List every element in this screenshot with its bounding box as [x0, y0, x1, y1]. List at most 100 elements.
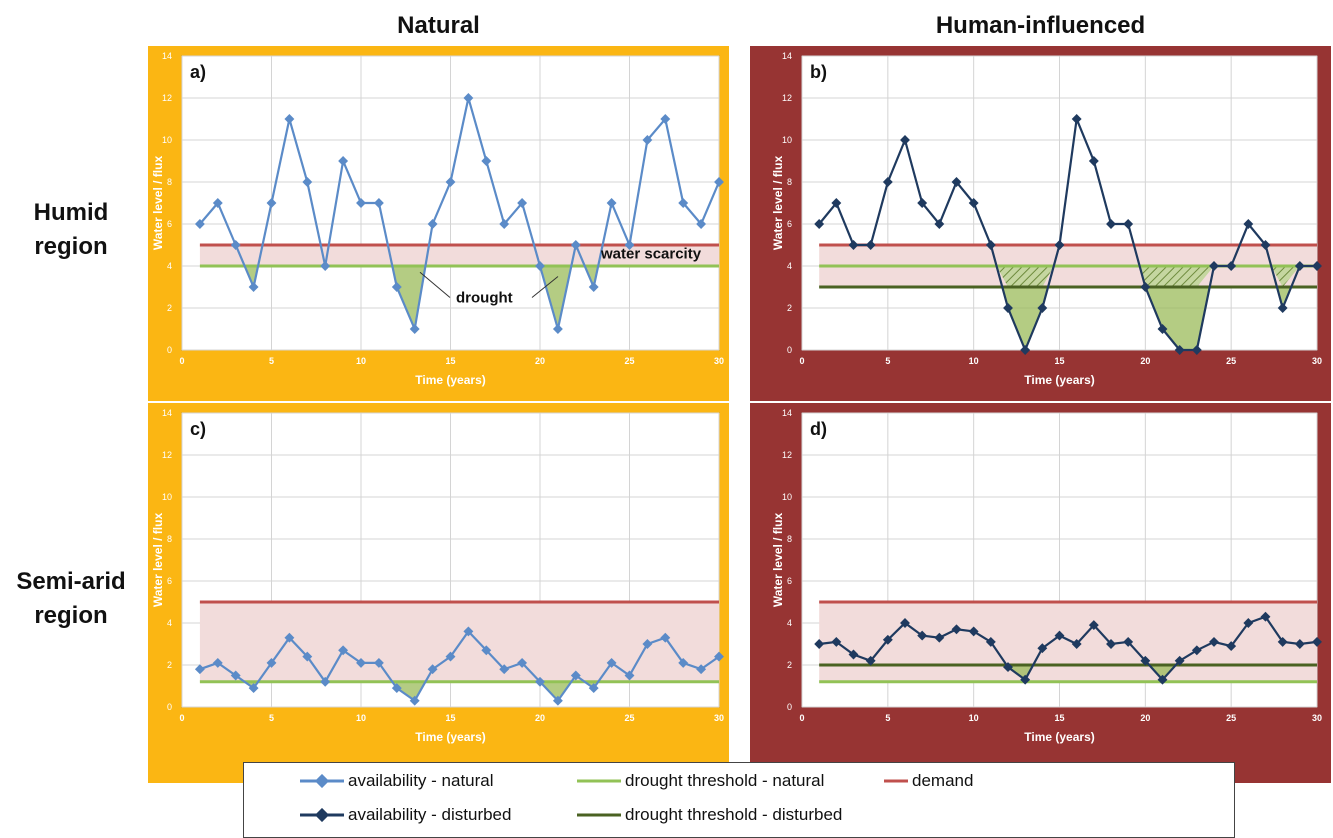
availability-point-a [696, 219, 707, 229]
availability-point-a [373, 198, 384, 208]
y-tick-label-c: 6 [167, 576, 172, 586]
x-axis-label-d: Time (years) [1024, 730, 1094, 744]
x-tick-label-a: 30 [714, 356, 724, 366]
availability-point-d [1260, 611, 1271, 622]
water-scarcity-band-a [199, 245, 719, 266]
availability-line-a [199, 97, 721, 333]
availability-point-d [1020, 674, 1031, 685]
availability-point-a [481, 156, 492, 166]
y-axis-label-c: Water level / flux [151, 513, 165, 608]
availability-point-c [552, 695, 563, 706]
annotation-drought-a: drought [456, 290, 513, 307]
drought-area-b [1145, 287, 1210, 350]
availability-point-c [696, 664, 707, 675]
availability-point-b [1106, 219, 1116, 229]
availability-point-b [1174, 345, 1185, 355]
y-tick-label-a: 4 [167, 261, 172, 271]
availability-point-a [194, 219, 205, 229]
x-tick-label-b: 15 [1054, 356, 1064, 366]
x-tick-label-a: 20 [535, 356, 545, 366]
legend-label-drought-threshold-disturbed: drought threshold - disturbed [625, 805, 843, 824]
x-tick-label-b: 10 [969, 356, 979, 366]
annotation-water-scarcity-a: water scarcity [600, 246, 702, 263]
availability-point-b [951, 177, 962, 187]
x-tick-label-b: 0 [799, 356, 804, 366]
availability-point-a [714, 177, 724, 187]
row-title-humid-line1: Humid [33, 199, 109, 226]
availability-point-c [499, 664, 510, 675]
availability-point-a [535, 261, 545, 271]
y-tick-label-d: 6 [787, 576, 792, 586]
availability-point-d [900, 618, 910, 628]
availability-point-b [1209, 261, 1219, 271]
x-tick-label-c: 30 [714, 713, 724, 723]
legend-label-drought-threshold-natural: drought threshold - natural [625, 771, 825, 790]
x-tick-label-a: 5 [269, 356, 274, 366]
legend-item-availability-natural: availability - natural [300, 771, 494, 791]
availability-point-c [660, 632, 671, 643]
availability-point-a [678, 198, 689, 208]
drought-area-b [1276, 287, 1292, 308]
y-tick-label-d: 4 [787, 618, 792, 628]
availability-point-b [1003, 303, 1013, 313]
drought-area-c [540, 681, 572, 701]
legend-item-demand: demand [884, 771, 973, 791]
y-tick-label-d: 14 [782, 408, 792, 418]
y-tick-label-c: 10 [162, 492, 172, 502]
availability-line-b [818, 114, 1317, 353]
availability-point-a [338, 156, 349, 166]
x-tick-label-d: 20 [1140, 713, 1150, 723]
x-tick-label-b: 20 [1140, 356, 1150, 366]
availability-point-c [606, 657, 617, 668]
availability-point-c [409, 695, 420, 706]
legend-marker-availability-disturbed-icon [300, 808, 344, 822]
availability-point-c [302, 651, 313, 662]
availability-point-b [1123, 219, 1134, 229]
availability-point-b [1191, 345, 1202, 355]
availability-point-b [1157, 324, 1168, 334]
availability-point-a [302, 177, 313, 187]
y-axis-label-d: Water level / flux [771, 513, 785, 608]
y-tick-label-b: 2 [787, 303, 792, 313]
x-tick-label-b: 30 [1312, 356, 1322, 366]
availability-point-a [427, 219, 438, 229]
y-tick-label-b: 6 [787, 219, 792, 229]
availability-point-a [660, 114, 671, 124]
y-tick-label-b: 12 [782, 93, 792, 103]
availability-point-a [266, 198, 277, 208]
y-tick-label-c: 14 [162, 408, 172, 418]
availability-point-c [391, 683, 402, 694]
availability-point-b [1054, 240, 1065, 250]
panel-c-natural-semi-arid: 0 2 4 6 8 10 12 14 0 5 10 15 20 25 30 Time (years) Water… [148, 403, 729, 783]
x-tick-label-a: 15 [445, 356, 455, 366]
x-axis-label-a: Time (years) [415, 373, 485, 387]
availability-point-d [814, 639, 825, 649]
availability-point-a [320, 261, 331, 271]
y-tick-label-c: 8 [167, 534, 172, 544]
x-tick-label-c: 25 [624, 713, 634, 723]
drought-area-b [1002, 287, 1049, 350]
water-scarcity-band-d [819, 602, 1317, 682]
legend-marker-drought-threshold-natural-icon [577, 779, 621, 783]
row-title-humid: Humid region [0, 196, 142, 264]
legend: availability - natural drought threshold… [243, 762, 1235, 838]
legend-label-demand: demand [912, 771, 974, 790]
chart-b: 0 2 4 6 8 10 12 14 0 5 10 15 20 25 30 Time (years) Water… [750, 46, 1331, 401]
y-tick-label-a: 2 [167, 303, 172, 313]
panel-b-human-humid: 0 2 4 6 8 10 12 14 0 5 10 15 20 25 30 Time (years) Water… [750, 46, 1331, 401]
y-tick-label-c: 12 [162, 450, 172, 460]
availability-point-c [624, 670, 635, 681]
availability-line-d [819, 615, 1318, 682]
column-title-natural: Natural [397, 12, 480, 39]
x-tick-label-c: 5 [269, 713, 274, 723]
y-tick-label-d: 8 [787, 534, 792, 544]
x-tick-label-b: 25 [1226, 356, 1236, 366]
panel-label-d: d) [810, 419, 827, 439]
y-tick-label-d: 10 [782, 492, 792, 502]
water-scarcity-band-c [199, 602, 719, 682]
availability-point-d [951, 624, 962, 635]
annotation-drought-pointer-1-a [419, 271, 451, 298]
x-tick-label-c: 0 [179, 713, 184, 723]
x-tick-label-d: 30 [1312, 713, 1322, 723]
availability-point-c [212, 657, 223, 668]
